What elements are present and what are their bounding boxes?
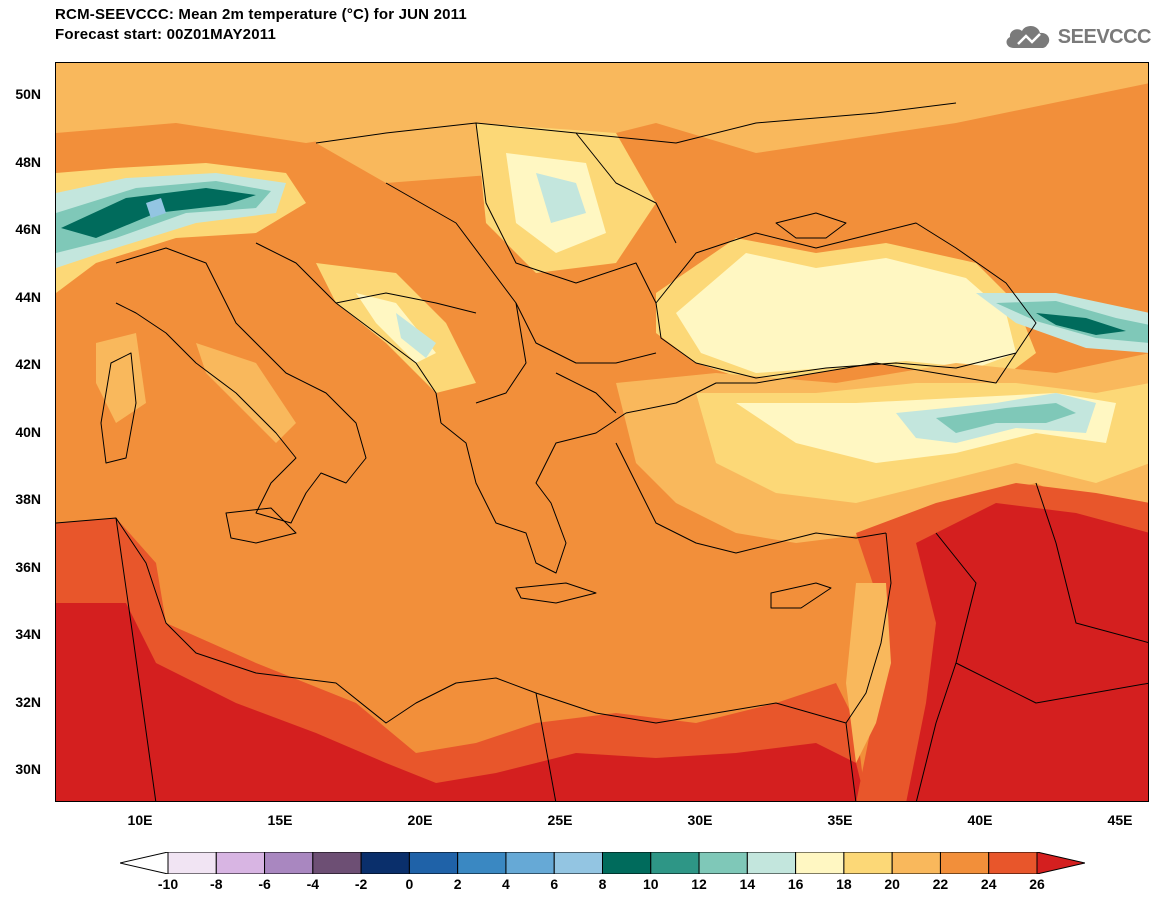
lat-label-30n: 30N xyxy=(15,761,41,777)
colorbar-swatch xyxy=(457,852,507,874)
lon-label-20e: 20E xyxy=(407,812,433,828)
colorbar-label: 18 xyxy=(836,876,852,892)
colorbar-swatch xyxy=(939,852,990,874)
colorbar-swatch xyxy=(698,852,748,874)
colorbar-swatch xyxy=(891,852,941,874)
colorbar-label: 14 xyxy=(739,876,756,892)
forecast-start-subtitle: Forecast start: 00Z01MAY2011 xyxy=(55,26,276,43)
colorbar-label: 26 xyxy=(1029,876,1045,892)
lat-label-46n: 46N xyxy=(15,221,41,237)
lat-label-36n: 36N xyxy=(15,559,41,575)
lon-label-25e: 25E xyxy=(547,812,573,828)
colorbar-label: 12 xyxy=(691,876,707,892)
lat-label-40n: 40N xyxy=(15,424,41,440)
colorbar-label: -8 xyxy=(210,876,223,892)
lat-label-42n: 42N xyxy=(15,356,41,372)
colorbar-label: -10 xyxy=(157,876,179,892)
colorbar-label: 8 xyxy=(598,876,607,892)
colorbar-under-triangle xyxy=(120,852,169,874)
colorbar-label: 16 xyxy=(787,876,804,892)
seevccc-logo: SEEVCCC xyxy=(1002,22,1152,52)
colorbar-swatch xyxy=(650,852,700,874)
colorbar-swatch xyxy=(312,852,362,874)
colorbar-label: 20 xyxy=(884,876,900,892)
colorbar-label: -2 xyxy=(354,876,368,892)
temperature-field xyxy=(56,63,1148,801)
colorbar-swatch xyxy=(553,852,604,874)
colorbar-swatch xyxy=(264,852,314,874)
colorbar-label: 6 xyxy=(550,876,559,892)
colorbar-over-triangle xyxy=(1036,852,1085,874)
colorbar-swatch xyxy=(360,852,410,874)
colorbar-label: 4 xyxy=(502,876,510,892)
lat-label-34n: 34N xyxy=(15,626,41,642)
cloud-icon xyxy=(1006,25,1050,48)
lon-label-15e: 15E xyxy=(267,812,293,828)
lat-label-32n: 32N xyxy=(15,694,41,710)
map-title: RCM-SEEVCCC: Mean 2m temperature (°C) fo… xyxy=(55,6,467,23)
colorbar-swatch xyxy=(505,852,555,874)
lon-label-10e: 10E xyxy=(127,812,153,828)
colorbar-swatch xyxy=(167,852,217,874)
lon-label-45e: 45E xyxy=(1107,812,1133,828)
colorbar-label: 10 xyxy=(642,876,659,892)
lat-label-50n: 50N xyxy=(15,86,41,102)
colorbar-label: -4 xyxy=(306,876,320,892)
logo-text: SEEVCCC xyxy=(1057,25,1152,48)
lat-label-38n: 38N xyxy=(15,491,41,507)
colorbar-swatch xyxy=(408,852,459,874)
colorbar-label: -6 xyxy=(258,876,271,892)
colorbar-swatch xyxy=(795,852,845,874)
lat-label-48n: 48N xyxy=(15,154,41,170)
colorbar-swatch xyxy=(843,852,893,874)
lon-label-40e: 40E xyxy=(967,812,993,828)
colorbar-label: 0 xyxy=(405,876,414,892)
colorbar-swatch xyxy=(988,852,1038,874)
colorbar-label: 24 xyxy=(980,876,997,892)
colorbar-swatch xyxy=(746,852,797,874)
colorbar xyxy=(120,852,1085,874)
colorbar-label: 22 xyxy=(932,876,949,892)
colorbar-swatch xyxy=(215,852,266,874)
lon-label-30e: 30E xyxy=(687,812,713,828)
lon-label-35e: 35E xyxy=(827,812,853,828)
colorbar-label: 2 xyxy=(453,876,462,892)
temperature-map xyxy=(55,62,1149,802)
colorbar-swatch xyxy=(602,852,652,874)
lat-label-44n: 44N xyxy=(15,289,41,305)
